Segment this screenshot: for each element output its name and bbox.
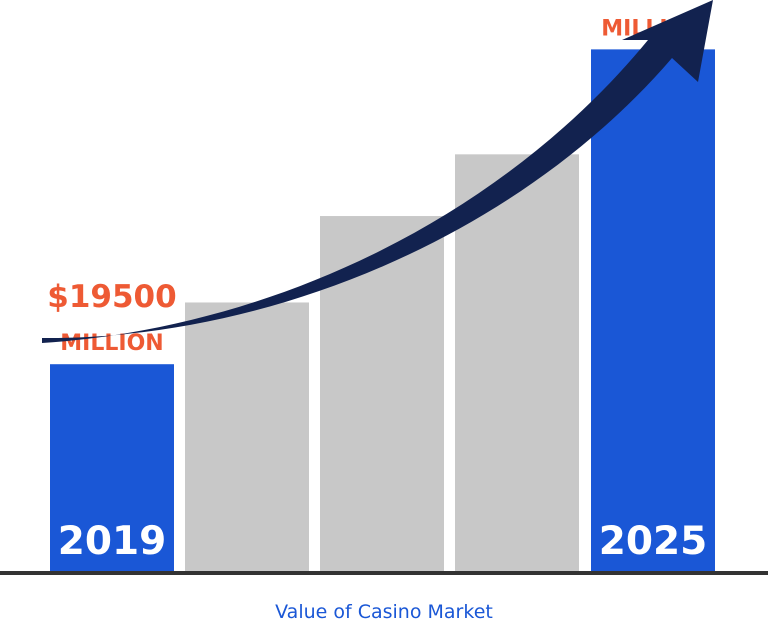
bar-unlabeled-2	[185, 302, 309, 571]
bar-unlabeled-4	[455, 154, 579, 571]
chart-caption: Value of Casino Market	[275, 601, 493, 623]
bar-value-amount: $19500	[47, 279, 176, 315]
bar-2025	[591, 49, 715, 571]
bars-group	[50, 49, 715, 571]
year-labels-group: 2019 2025	[58, 519, 708, 564]
bar-year-label: 2019	[58, 519, 167, 564]
growth-trend-arrow-icon	[42, 0, 713, 343]
bar-2019	[50, 364, 174, 571]
bar-value-unit: MILLION	[60, 331, 163, 356]
bar-unlabeled-3	[320, 216, 444, 571]
bar-year-label: 2025	[599, 519, 708, 564]
